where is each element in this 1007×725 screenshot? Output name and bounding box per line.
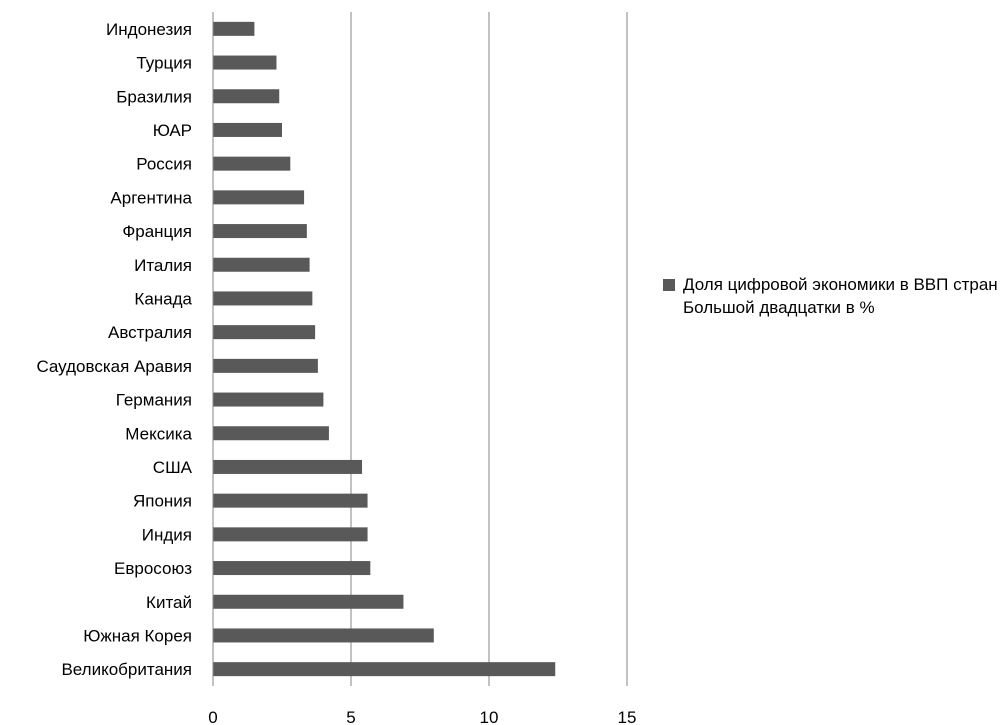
category-label: Япония [133, 492, 192, 511]
category-label: Саудовская Аравия [36, 357, 192, 376]
x-tick-label: 10 [480, 708, 499, 725]
category-labels: Индонезия Турция Бразилия ЮАР Россия Аргентин… [36, 20, 192, 679]
x-tick-label: 5 [346, 708, 355, 725]
x-tick-label: 0 [208, 708, 217, 725]
bar [213, 493, 368, 508]
category-label: Россия [136, 155, 192, 174]
category-label: Великобритания [61, 660, 192, 679]
bar [213, 190, 305, 205]
category-label: ЮАР [153, 121, 192, 140]
bar [213, 224, 307, 239]
bar [213, 89, 280, 104]
category-label: Канада [134, 289, 192, 308]
category-label: Бразилия [116, 87, 192, 106]
category-label: Австралия [108, 323, 192, 342]
bar [213, 392, 324, 407]
bar [213, 426, 329, 441]
legend-label: Доля цифровой экономики в ВВП стран Боль… [683, 275, 998, 317]
bars [213, 21, 556, 677]
bar [213, 628, 434, 643]
x-tick-label: 15 [618, 708, 637, 725]
bar [213, 122, 282, 137]
bar [213, 325, 316, 340]
category-label: США [153, 458, 193, 477]
legend-swatch [663, 279, 675, 291]
bar [213, 662, 556, 677]
bar [213, 459, 363, 474]
category-label: Китай [146, 593, 192, 612]
category-label: Германия [116, 391, 192, 410]
category-label: Италия [134, 256, 192, 275]
category-label: Аргентина [110, 188, 192, 207]
category-label: Мексика [125, 424, 192, 443]
bar [213, 257, 310, 272]
category-label: Турция [136, 54, 192, 73]
bar [213, 527, 368, 542]
category-label: Евросоюз [114, 559, 192, 578]
category-label: Индия [142, 525, 192, 544]
bar [213, 55, 277, 70]
bar [213, 291, 313, 306]
category-label: Индонезия [106, 20, 192, 39]
legend: Доля цифровой экономики в ВВП стран Боль… [663, 273, 1003, 319]
bar [213, 561, 371, 576]
x-tick-labels: 0 5 10 15 [208, 708, 636, 725]
category-label: Южная Корея [83, 626, 192, 645]
bar [213, 21, 255, 36]
category-label: Франция [122, 222, 192, 241]
bar [213, 358, 318, 373]
bar [213, 156, 291, 171]
bar [213, 594, 404, 609]
gridlines [350, 12, 628, 686]
